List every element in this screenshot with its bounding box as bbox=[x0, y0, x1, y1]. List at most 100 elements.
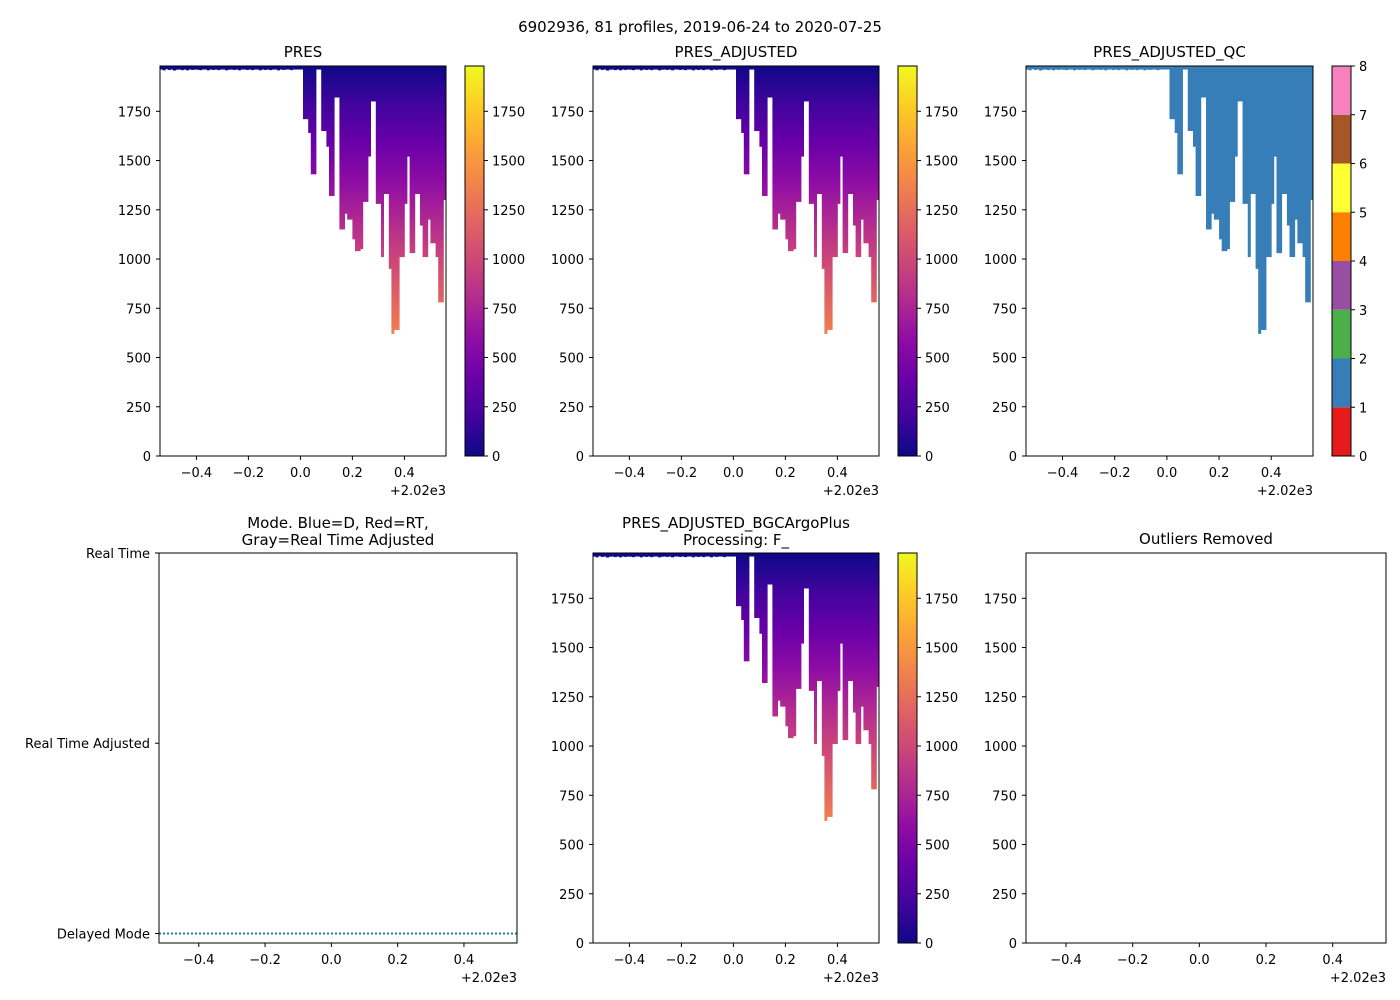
y-tick-label: 1000 bbox=[984, 253, 1017, 268]
profile-column bbox=[736, 66, 742, 120]
profile-column bbox=[240, 66, 244, 70]
profile-column bbox=[717, 66, 721, 70]
profile-column bbox=[1229, 66, 1236, 202]
profile-column bbox=[243, 66, 247, 70]
profile-column bbox=[1250, 66, 1256, 195]
profile-column bbox=[767, 553, 773, 585]
profile-column bbox=[279, 66, 283, 70]
profile-column bbox=[1143, 66, 1147, 71]
profile-column bbox=[837, 66, 841, 204]
profile-column bbox=[777, 553, 781, 701]
profile-column bbox=[715, 66, 719, 70]
x-tick-label: 0.2 bbox=[387, 953, 408, 968]
y-tick-label: 1750 bbox=[551, 105, 584, 120]
profile-column bbox=[704, 66, 708, 70]
panel-mode: Mode. Blue=D, Red=RT,Gray=Real Time Adju… bbox=[25, 514, 518, 986]
profile-column bbox=[1127, 66, 1131, 70]
colorbar-tick-label: 7 bbox=[1359, 109, 1367, 124]
profile-column bbox=[663, 66, 667, 70]
profile-column bbox=[691, 66, 695, 71]
profile-column bbox=[1130, 66, 1134, 70]
colorbar-frame bbox=[897, 552, 918, 944]
colorbar-tick-label: 750 bbox=[492, 302, 517, 317]
profile-column bbox=[603, 66, 607, 70]
profile-column bbox=[1286, 66, 1290, 226]
profile-column bbox=[772, 553, 778, 717]
profile-column bbox=[1041, 66, 1045, 70]
profile-column bbox=[762, 66, 768, 196]
profile-column bbox=[225, 66, 228, 71]
profile-column bbox=[196, 66, 200, 70]
profile-column bbox=[1174, 66, 1178, 133]
profile-column bbox=[1200, 66, 1207, 98]
y-tick-label: 1250 bbox=[984, 691, 1017, 706]
profile-column bbox=[1271, 66, 1275, 204]
colorbar-segment bbox=[1332, 163, 1351, 213]
profile-column bbox=[780, 553, 786, 707]
profile-column bbox=[227, 66, 231, 70]
profile-column bbox=[730, 66, 734, 70]
x-tick-label: −0.2 bbox=[666, 953, 698, 968]
profile-column bbox=[1148, 66, 1152, 70]
profile-column bbox=[264, 66, 267, 70]
profile-column bbox=[180, 66, 184, 71]
profile-column bbox=[409, 66, 416, 254]
profile-column bbox=[362, 66, 369, 202]
colorbar-tick-label: 5 bbox=[1359, 206, 1367, 221]
x-tick-label: 0.2 bbox=[775, 953, 796, 968]
profile-column bbox=[1033, 66, 1037, 70]
profile-column bbox=[645, 66, 648, 70]
y-tick-label: 1250 bbox=[118, 204, 151, 219]
profile-column bbox=[1213, 66, 1220, 220]
profile-column bbox=[803, 553, 810, 589]
profile-column bbox=[1221, 66, 1228, 252]
profile-column bbox=[785, 553, 789, 727]
y-tick-label: 1000 bbox=[118, 253, 151, 268]
profile-column bbox=[634, 553, 638, 557]
x-tick-label: −0.4 bbox=[183, 953, 215, 968]
colorbar-tick-label: 1250 bbox=[925, 691, 958, 706]
profile-column bbox=[686, 553, 690, 557]
colorbar: 0 1 2 3 4 5 6 7 8 bbox=[1331, 60, 1367, 465]
profile-column bbox=[671, 66, 674, 71]
profile-column bbox=[650, 66, 654, 71]
panel-pres-adjusted: PRES_ADJUSTED −0.4 −0.2 0.0 0.2 0.4 +2.02e3 0 25… bbox=[551, 43, 958, 499]
x-tick-label: 0.4 bbox=[1261, 466, 1282, 481]
profile-column bbox=[1044, 66, 1048, 70]
profile-column bbox=[422, 66, 429, 258]
panel-outliers: Outliers Removed −0.4 −0.2 0.0 0.2 0.4 +2.02e3… bbox=[984, 530, 1387, 986]
profile-column bbox=[619, 66, 622, 71]
profile-column bbox=[785, 66, 789, 240]
profile-column bbox=[1260, 66, 1267, 330]
profile-column bbox=[1255, 66, 1259, 269]
profile-column bbox=[816, 66, 823, 195]
colorbar-tick-label: 1750 bbox=[925, 105, 958, 120]
profile-column bbox=[430, 66, 436, 244]
profile-column bbox=[673, 553, 677, 557]
colorbar-frame bbox=[897, 65, 918, 457]
x-tick-label: −0.4 bbox=[1047, 466, 1079, 481]
profile-column bbox=[1140, 66, 1144, 70]
profile-column bbox=[1091, 66, 1095, 71]
profile-column bbox=[816, 553, 823, 682]
x-offset-label: +2.02e3 bbox=[823, 484, 879, 499]
profile-column bbox=[1258, 66, 1262, 334]
profile-column bbox=[606, 66, 609, 71]
profile-column bbox=[1166, 66, 1170, 70]
panel-title-line: Processing: F_ bbox=[683, 531, 790, 550]
profile-column bbox=[388, 66, 392, 269]
profile-column bbox=[1138, 66, 1142, 70]
profile-column bbox=[1086, 66, 1090, 70]
y-tick-label: 0 bbox=[576, 937, 584, 952]
profile-column bbox=[420, 66, 423, 226]
profile-column bbox=[1080, 66, 1084, 70]
profile-column bbox=[652, 66, 656, 70]
profile-column bbox=[613, 553, 617, 558]
profile-column bbox=[676, 553, 680, 557]
colorbar-gradient bbox=[898, 553, 917, 943]
profile-column bbox=[300, 66, 304, 70]
profile-column bbox=[160, 66, 163, 70]
profile-column bbox=[1117, 66, 1121, 71]
profile-column bbox=[598, 66, 602, 70]
colorbar: 0 250 500 750 1000 1250 1500 1750 bbox=[897, 65, 958, 465]
